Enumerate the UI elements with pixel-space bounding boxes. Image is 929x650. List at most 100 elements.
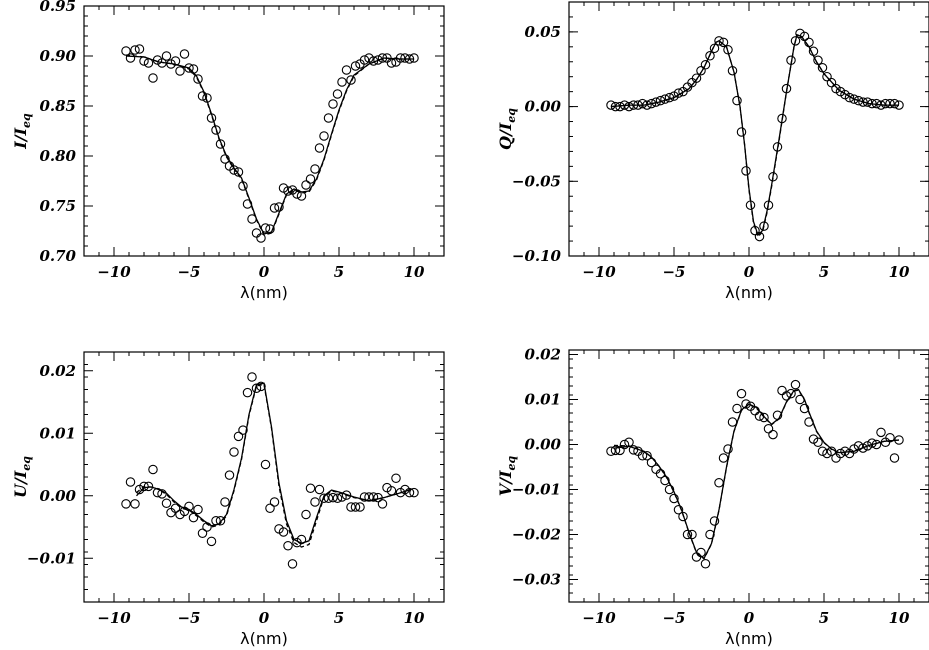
x-tick-label: 5 (819, 609, 829, 627)
y-axis-label-sub: eq (505, 108, 518, 123)
data-point (723, 444, 733, 454)
data-point (880, 98, 891, 109)
y-axis-label-main: U/I (11, 470, 30, 498)
data-point (718, 453, 729, 463)
x-tick-label: 0 (259, 609, 270, 627)
data-point (664, 484, 675, 495)
data-point (197, 91, 208, 101)
data-point (409, 53, 419, 63)
data-point (727, 417, 738, 427)
data-point (790, 36, 801, 46)
data-point (256, 381, 266, 392)
data-point (637, 98, 648, 109)
data-point (301, 180, 311, 190)
data-point (359, 492, 370, 502)
data-point (700, 558, 711, 569)
x-tick-label: 10 (404, 263, 425, 281)
plot-frame (83, 5, 445, 257)
data-point (233, 431, 244, 442)
data-point (817, 446, 828, 456)
x-tick-label: −5 (177, 609, 200, 627)
data-point (885, 432, 895, 443)
x-tick-label: −5 (662, 263, 685, 281)
y-axis-label: U/Ieq (11, 456, 33, 498)
data-point (799, 403, 810, 414)
data-point (709, 516, 720, 526)
data-point (278, 527, 289, 537)
data-point (184, 63, 194, 73)
y-tick-label: 0.90 (39, 47, 76, 65)
y-tick-label: 0.00 (524, 98, 561, 116)
data-point (215, 515, 226, 526)
data-point (858, 97, 868, 107)
x-axis-label: λ(nm) (240, 283, 288, 302)
data-point (763, 423, 774, 434)
data-point (391, 473, 401, 483)
data-point (606, 100, 616, 110)
data-point (323, 113, 334, 123)
data-point (673, 504, 684, 515)
data-point (170, 503, 181, 513)
data-point (314, 484, 325, 495)
data-point (844, 92, 855, 103)
data-point (619, 439, 630, 450)
data-point (220, 154, 230, 164)
y-axis-label: V/Ieq (496, 455, 518, 496)
y-tick-label: 0.05 (524, 23, 561, 41)
data-point (341, 65, 352, 75)
y-tick-label: 0.00 (39, 487, 76, 505)
data-point (161, 51, 172, 61)
y-tick-label: −0.03 (512, 571, 561, 589)
x-axis-label: λ(nm) (725, 283, 773, 302)
data-point (395, 53, 406, 63)
y-tick-label: −0.01 (27, 549, 76, 567)
data-point (831, 453, 841, 463)
data-point (682, 529, 693, 540)
y-tick-label: −0.05 (512, 172, 561, 190)
x-tick-label: −10 (582, 263, 616, 281)
fit-line-dashed (610, 34, 899, 238)
data-point (732, 95, 742, 106)
data-point (768, 429, 778, 440)
data-point (368, 492, 379, 502)
x-tick-label: 0 (744, 263, 755, 281)
data-point (269, 497, 280, 507)
data-point (206, 536, 217, 547)
data-point (274, 202, 284, 212)
fit-line-dashed (136, 383, 412, 548)
data-point (624, 101, 634, 112)
data-point (148, 73, 158, 83)
data-point (134, 44, 145, 54)
data-point (741, 166, 751, 176)
data-point (669, 493, 679, 504)
data-point (161, 498, 172, 508)
panel-bottom-right: −10 −5 0 5 10 −0.03 −0.02 −0.01 0.00 0.01 0.02 λ(nm… (496, 346, 929, 648)
data-point (718, 37, 729, 48)
data-point (822, 71, 832, 82)
data-point (229, 165, 239, 175)
y-axis-label: Q/Ieq (496, 108, 518, 150)
data-point (646, 98, 657, 109)
data-point (215, 139, 226, 149)
x-tick-label: 0 (744, 609, 755, 627)
data-point (705, 51, 715, 61)
data-point (125, 53, 136, 63)
x-tick-label: −5 (177, 263, 200, 281)
data-point (400, 53, 410, 63)
data-point (350, 61, 361, 71)
data-point (193, 74, 203, 84)
data-point (754, 231, 765, 242)
data-point (885, 98, 895, 109)
fit-line-dashed (125, 54, 414, 236)
data-point (610, 445, 621, 456)
data-point (305, 174, 316, 184)
fit-line-solid (136, 382, 412, 545)
data-point (197, 528, 208, 538)
y-tick-label: 0.01 (524, 391, 561, 409)
y-tick-label: 0.95 (39, 0, 76, 15)
data-point (179, 49, 190, 59)
data-point (184, 501, 194, 512)
data-point (332, 89, 343, 99)
data-point (224, 470, 235, 480)
data-point (404, 487, 415, 498)
